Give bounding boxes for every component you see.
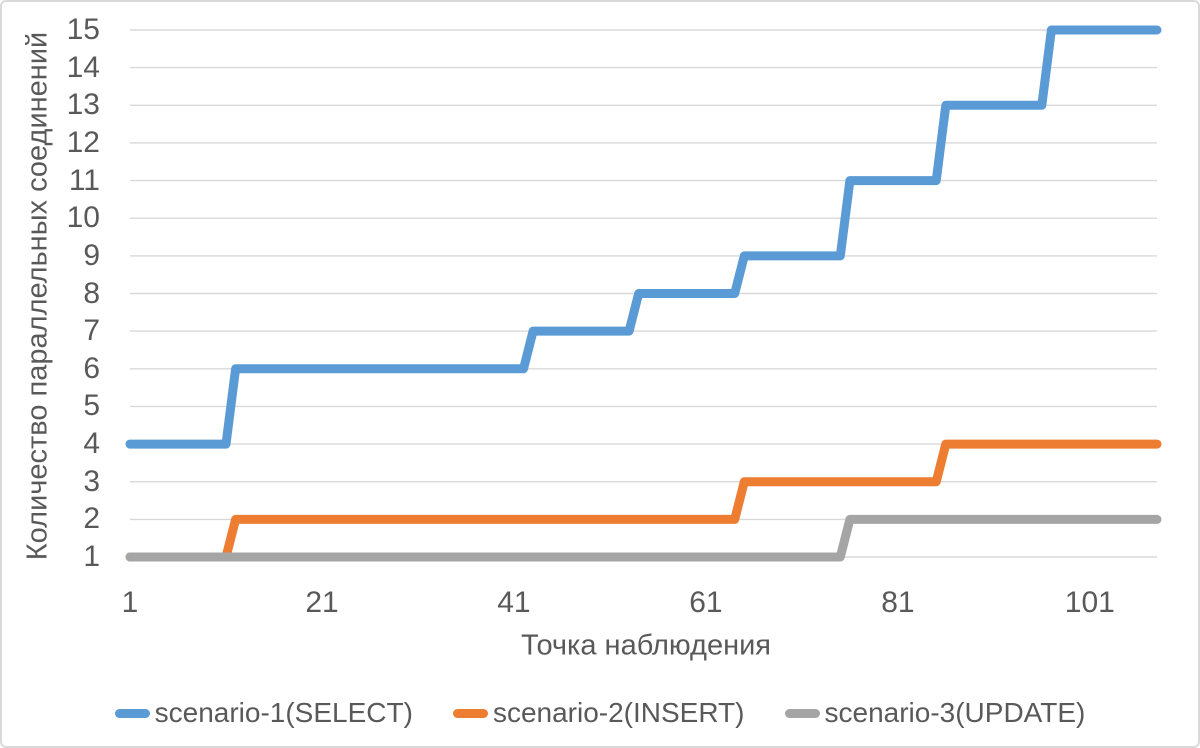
x-tick-label: 101 [1064,586,1115,619]
x-tick-label: 41 [497,586,531,619]
x-axis-title: Точка наблюдения [520,629,772,662]
y-tick-label: 13 [66,88,100,122]
series-line-2 [125,439,1162,562]
legend-label-scenario-3: scenario-3(UPDATE) [824,697,1086,728]
y-tick-label: 14 [66,50,100,84]
y-tick-label: 6 [83,351,100,385]
legend-label-scenario-1: scenario-1(SELECT) [154,697,413,728]
legend-item-scenario-2: scenario-2(INSERT) [452,697,745,729]
y-tick-label: 15 [66,13,100,46]
y-tick-label: 8 [83,276,100,310]
y-tick-label: 11 [68,163,100,197]
legend-item-scenario-3: scenario-3(UPDATE) [784,697,1086,729]
y-tick-label: 1 [83,540,100,573]
legend-label-scenario-2: scenario-2(INSERT) [492,697,745,728]
x-tick-label: 21 [305,586,339,619]
y-tick-label: 10 [66,201,100,235]
y-tick-label: 9 [83,238,100,272]
legend: scenario-1(SELECT) scenario-2(INSERT) sc… [2,694,1198,732]
legend-item-scenario-1: scenario-1(SELECT) [114,697,413,729]
x-tick-label: 1 [121,586,139,619]
y-tick-label: 3 [83,464,100,498]
legend-swatch-icon [784,708,820,718]
series-line-3 [125,514,1162,562]
x-tick-label: 81 [881,586,915,619]
x-tick-label: 61 [689,586,723,619]
legend-swatch-icon [114,708,150,718]
legend-swatch-icon [452,708,488,718]
y-tick-label: 4 [83,427,100,461]
series-line-1 [125,25,1162,449]
y-tick-label: 2 [83,502,100,536]
y-tick-label: 12 [66,125,100,159]
y-tick-label: 7 [83,314,100,348]
y-tick-label: 5 [83,389,100,423]
